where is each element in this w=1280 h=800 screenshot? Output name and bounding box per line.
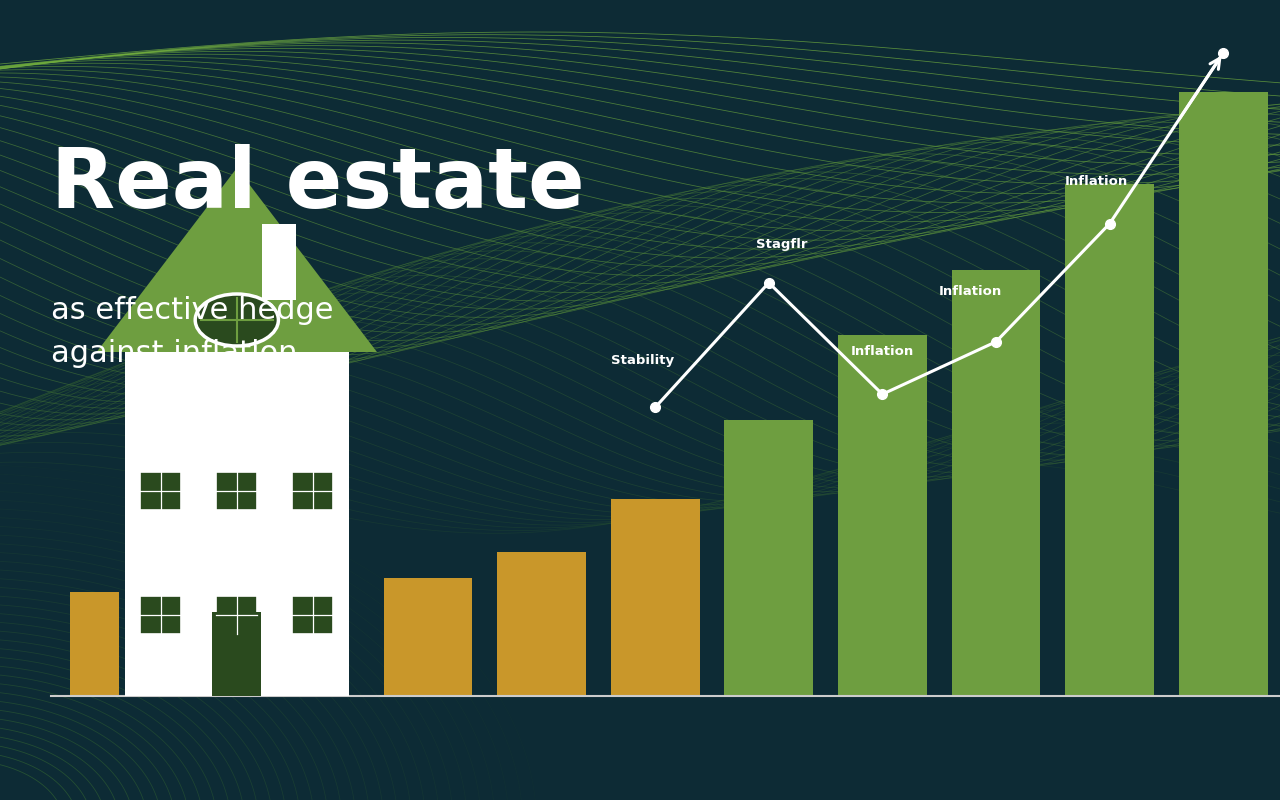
Bar xyxy=(838,335,927,696)
Bar xyxy=(498,552,586,696)
Bar xyxy=(262,224,296,300)
Bar xyxy=(212,612,261,696)
Text: Inflation: Inflation xyxy=(938,285,1002,298)
Bar xyxy=(216,596,257,634)
Bar xyxy=(141,472,182,510)
Text: as effective hedge
against inflation: as effective hedge against inflation xyxy=(51,296,334,368)
Text: Stability: Stability xyxy=(611,354,675,367)
Bar xyxy=(384,578,472,696)
Bar xyxy=(125,352,348,696)
Ellipse shape xyxy=(196,294,279,346)
Bar xyxy=(1065,184,1153,696)
Bar xyxy=(1179,93,1267,696)
Bar xyxy=(611,499,699,696)
Text: Inflation: Inflation xyxy=(1065,174,1129,188)
Bar xyxy=(952,270,1041,696)
Text: Inflation: Inflation xyxy=(851,346,914,358)
Bar xyxy=(216,472,257,510)
Bar xyxy=(292,596,333,634)
Bar xyxy=(70,592,119,696)
Bar xyxy=(292,472,333,510)
Bar xyxy=(141,596,182,634)
Polygon shape xyxy=(97,168,376,352)
Text: Stagflr: Stagflr xyxy=(756,238,808,250)
Bar xyxy=(724,421,813,696)
Text: Real estate: Real estate xyxy=(51,144,585,225)
